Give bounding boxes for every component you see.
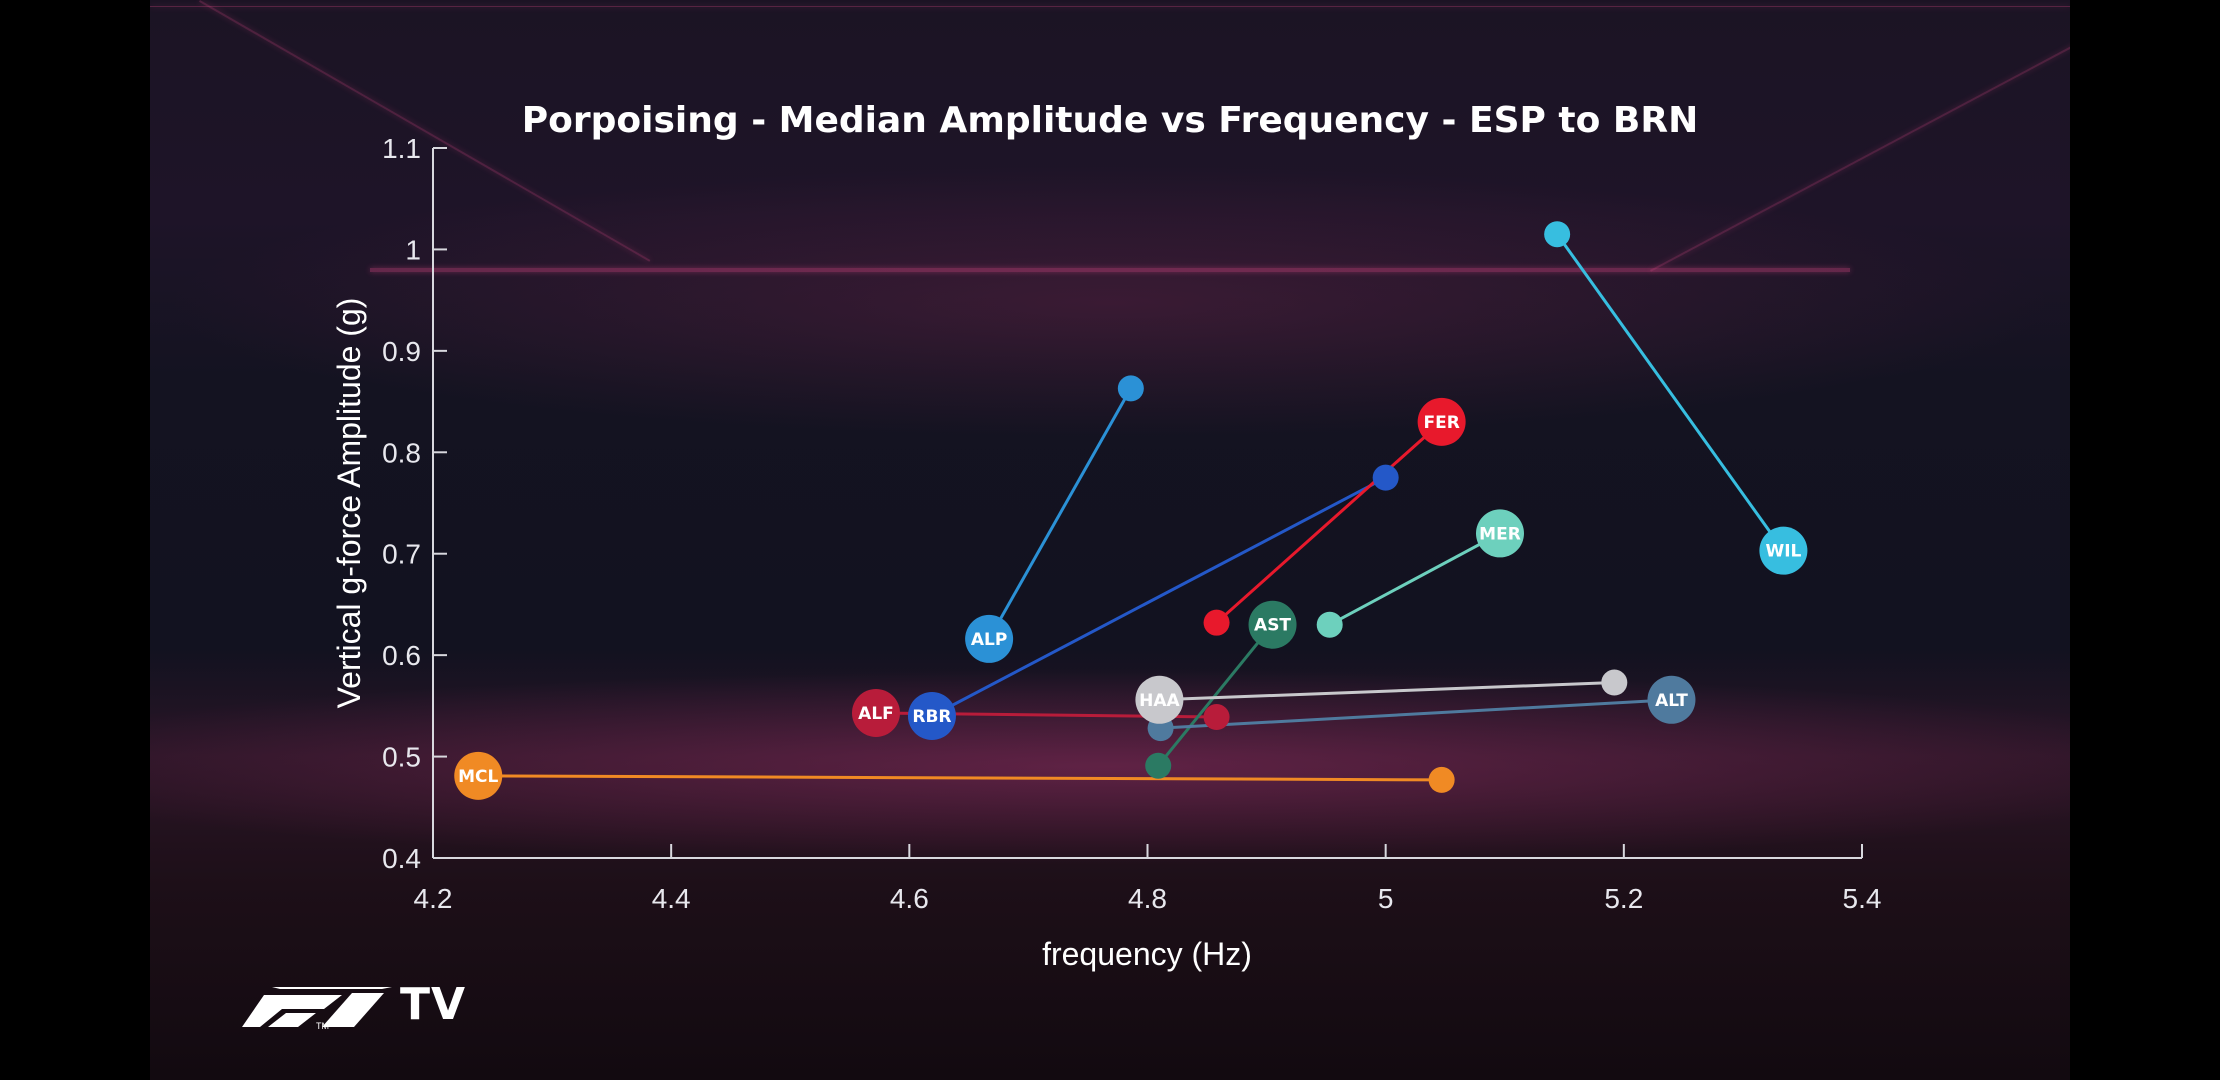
series-line-haa xyxy=(1159,681,1615,702)
x-tick-label: 5 xyxy=(1378,883,1394,914)
series-line-mer xyxy=(1328,532,1501,627)
chart-title: Porpoising - Median Amplitude vs Frequen… xyxy=(522,100,1698,141)
x-tick-label: 5.2 xyxy=(1604,883,1643,914)
team-label: MER xyxy=(1479,524,1521,544)
x-tick-label: 5.4 xyxy=(1843,883,1882,914)
point-fer-end xyxy=(1203,609,1230,636)
series-line-rbr xyxy=(931,476,1387,718)
marker-mer xyxy=(1475,509,1524,558)
team-label: ALT xyxy=(1655,691,1688,711)
point-haa: HAA xyxy=(1135,675,1184,724)
team-label: HAA xyxy=(1139,691,1180,711)
x-axis-ticks: 4.2 4.4 4.6 4.8 5 5.2 5.4 xyxy=(414,844,1882,914)
series-line-wil xyxy=(1555,233,1785,552)
x-tick-label: 4.2 xyxy=(414,883,453,914)
point-fer: FER xyxy=(1417,397,1466,446)
trademark: TM xyxy=(316,1021,329,1031)
point-haa-end xyxy=(1601,669,1628,696)
x-axis-label: frequency (Hz) xyxy=(1042,936,1252,972)
series-line-alt xyxy=(1160,698,1672,730)
series-line-ast xyxy=(1157,623,1274,767)
marker-ast xyxy=(1248,600,1297,649)
series-line-mcl xyxy=(478,774,1442,782)
marker-mcl xyxy=(454,751,503,800)
y-tick-label: 0.8 xyxy=(382,437,421,468)
x-tick-label: 4.6 xyxy=(890,883,929,914)
y-tick-label: 0.7 xyxy=(382,539,421,570)
point-rbr-end xyxy=(1372,464,1399,491)
point-mcl: MCL xyxy=(454,751,503,800)
y-tick-label: 1 xyxy=(405,234,421,265)
marker-fer xyxy=(1417,397,1466,446)
point-mcl-end xyxy=(1428,766,1455,793)
x-tick-label: 4.8 xyxy=(1128,883,1167,914)
point-mer: MER xyxy=(1475,509,1524,558)
y-tick-label: 0.9 xyxy=(382,336,421,367)
series-line-fer xyxy=(1215,420,1443,624)
team-label: AST xyxy=(1254,616,1291,636)
f1-logo-icon xyxy=(242,987,392,1027)
point-alp: ALP xyxy=(965,614,1014,663)
scatter-chart: Porpoising - Median Amplitude vs Frequen… xyxy=(331,100,1882,972)
series-points: MCL ALF RBR ALP FER AST MER HAA ALT WIL xyxy=(454,221,1808,800)
marker-wil xyxy=(1759,526,1808,575)
y-axis-ticks: 0.4 0.5 0.6 0.7 0.8 0.9 1 1.1 xyxy=(382,133,447,874)
point-ast: AST xyxy=(1248,600,1297,649)
point-wil: WIL xyxy=(1759,526,1808,575)
point-alf-end xyxy=(1203,704,1230,731)
tv-wordmark: TV xyxy=(400,979,467,1030)
f1-tv-logo: TM TV xyxy=(242,979,467,1031)
marker-alt xyxy=(1647,675,1696,724)
y-tick-label: 0.5 xyxy=(382,742,421,773)
team-label: WIL xyxy=(1765,542,1801,562)
point-ast-end xyxy=(1145,752,1172,779)
team-label: ALP xyxy=(971,630,1007,650)
team-label: RBR xyxy=(912,707,951,727)
series-line-alp xyxy=(987,387,1133,640)
marker-rbr xyxy=(907,692,956,740)
background-beam xyxy=(150,6,2070,7)
x-tick-label: 4.4 xyxy=(652,883,691,914)
y-tick-label: 0.4 xyxy=(382,843,421,874)
team-label: FER xyxy=(1423,413,1459,433)
y-axis-label: Vertical g-force Amplitude (g) xyxy=(331,298,367,709)
marker-haa xyxy=(1135,675,1184,724)
point-wil-end xyxy=(1544,221,1571,248)
broadcast-frame: Porpoising - Median Amplitude vs Frequen… xyxy=(150,0,2070,1080)
series-lines xyxy=(478,233,1785,782)
point-alf: ALF xyxy=(851,688,900,737)
team-label: ALF xyxy=(858,704,894,724)
axes xyxy=(432,148,1862,859)
point-alt: ALT xyxy=(1647,675,1696,724)
y-tick-label: 0.6 xyxy=(382,640,421,671)
point-mer-end xyxy=(1316,611,1343,638)
y-tick-label: 1.1 xyxy=(382,133,421,164)
point-rbr: RBR xyxy=(907,692,956,740)
team-label: MCL xyxy=(458,767,498,787)
marker-alp xyxy=(965,614,1014,663)
marker-alf xyxy=(851,688,900,737)
background-beam xyxy=(370,268,1850,272)
point-alp-end xyxy=(1117,375,1144,402)
